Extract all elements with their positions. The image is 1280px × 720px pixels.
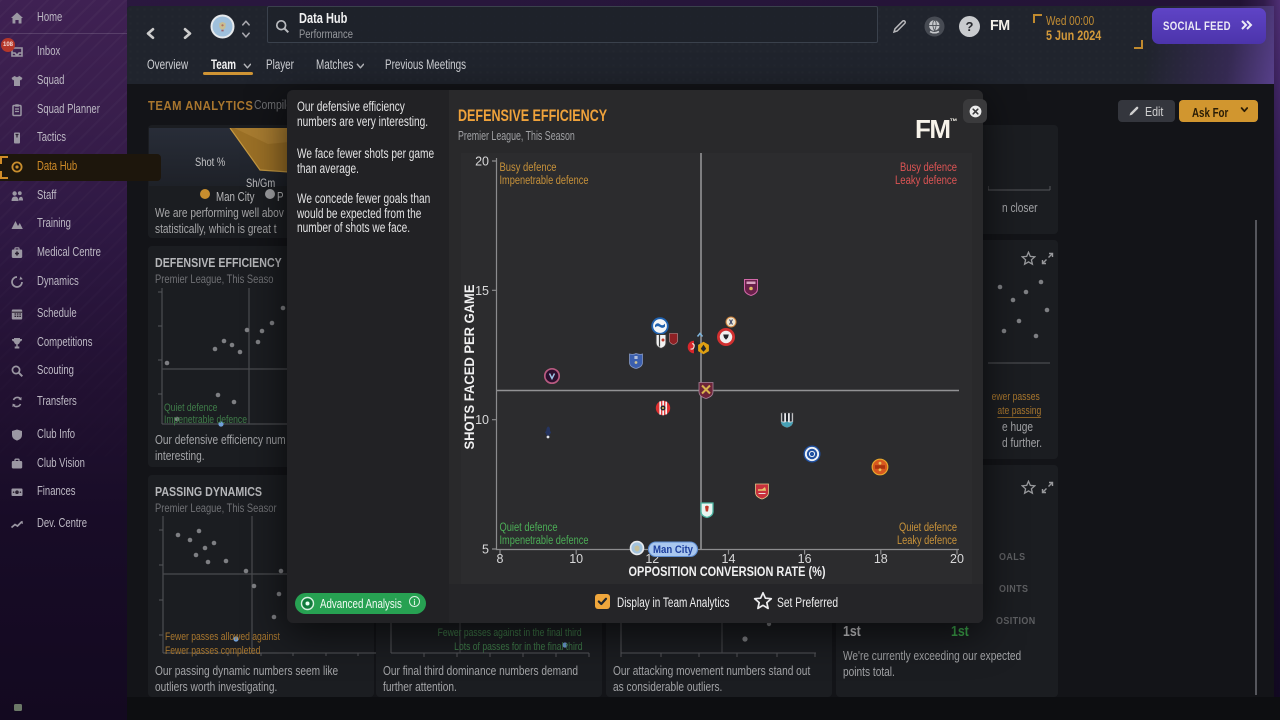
svg-text:SHOTS FACED PER GAME: SHOTS FACED PER GAME (462, 285, 477, 450)
svg-text:20: 20 (475, 155, 489, 169)
svg-text:Quiet defence: Quiet defence (899, 522, 957, 534)
svg-text:OPPOSITION CONVERSION RATE (%): OPPOSITION CONVERSION RATE (%) (629, 564, 826, 579)
svg-text:Impenetrable defence: Impenetrable defence (500, 535, 589, 547)
svg-text:Impenetrable defence: Impenetrable defence (500, 175, 589, 187)
svg-text:16: 16 (798, 552, 812, 566)
svg-text:10: 10 (569, 552, 583, 566)
svg-text:5: 5 (482, 543, 489, 557)
svg-text:Leaky defence: Leaky defence (897, 535, 957, 547)
svg-text:20: 20 (950, 552, 964, 566)
svg-text:Man City: Man City (653, 544, 694, 556)
svg-text:18: 18 (874, 552, 888, 566)
svg-text:Busy defence: Busy defence (500, 162, 557, 174)
svg-text:8: 8 (497, 552, 504, 566)
svg-text:Busy defence: Busy defence (900, 162, 957, 174)
svg-text:Quiet defence: Quiet defence (500, 522, 558, 534)
svg-text:10: 10 (475, 413, 489, 427)
svg-text:Leaky defence: Leaky defence (895, 175, 957, 187)
svg-text:15: 15 (475, 284, 489, 298)
svg-text:14: 14 (722, 552, 736, 566)
